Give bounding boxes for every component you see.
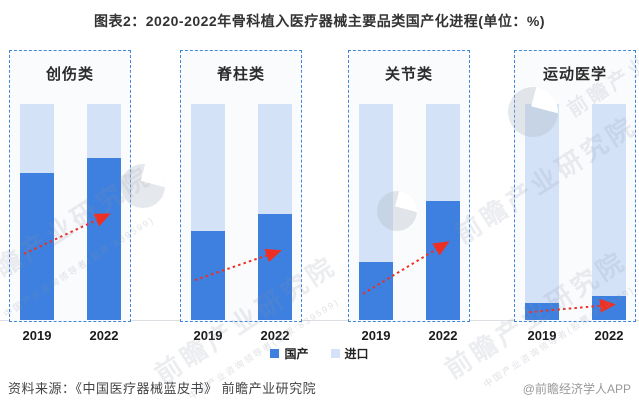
- panel-title: 创伤类: [45, 66, 94, 83]
- bar-2019-domestic: [20, 173, 54, 320]
- bar-2022-imported: [592, 104, 626, 320]
- legend-label: 进口: [344, 347, 369, 361]
- facet-panel-trauma: 创伤类 2019 2022: [9, 50, 131, 343]
- bar-2019-domestic: [359, 261, 393, 320]
- facet-panel-joint: 关节类 2019 2022: [348, 50, 470, 343]
- x-tick-2019: 2019: [22, 328, 52, 343]
- imported-swatch-icon: [330, 349, 340, 358]
- legend-item-domestic: 国产: [270, 345, 309, 362]
- bar-2022-domestic: [258, 214, 292, 320]
- footer: 资料来源：《中国医疗器械蓝皮书》 前瞻产业研究院 @前瞻经济学人APP: [8, 378, 631, 397]
- x-tick-2022: 2022: [594, 328, 624, 343]
- domestic-swatch-icon: [270, 349, 280, 358]
- chart-title: 图表2：2020-2022年骨科植入医疗器械主要品类国产化进程(单位：%): [93, 13, 545, 29]
- x-axis-baseline: [0, 320, 639, 321]
- legend-item-imported: 进口: [330, 345, 369, 362]
- legend: 国产 进口: [0, 345, 639, 362]
- x-tick-2022: 2022: [260, 328, 290, 343]
- panel-title: 脊柱类: [216, 66, 265, 83]
- legend-label: 国产: [284, 347, 309, 361]
- facet-panel-sports-medicine: 运动医学 2019 2022: [514, 50, 636, 343]
- trend-arrow: [23, 213, 111, 255]
- bar-2019-imported: [359, 104, 393, 320]
- bar-2022-imported: [87, 104, 121, 320]
- x-tick-2022: 2022: [89, 328, 119, 343]
- credit-note: @前瞻经济学人APP: [522, 382, 631, 396]
- trend-arrow: [362, 241, 450, 295]
- trend-arrow: [194, 248, 282, 282]
- panel-title: 运动医学: [542, 66, 607, 83]
- bar-2019-imported: [525, 104, 559, 320]
- bar-2022-domestic: [426, 201, 460, 320]
- facet-panel-spine: 脊柱类 2019 2022: [180, 50, 302, 343]
- panel-title: 关节类: [384, 66, 433, 83]
- bar-2022-imported: [426, 104, 460, 320]
- bar-2019-imported: [20, 104, 54, 320]
- x-tick-2019: 2019: [361, 328, 391, 343]
- chart-area: 创伤类 2019 2022 脊柱类 2019 2022 关节类: [0, 48, 639, 344]
- bar-2019-imported: [191, 104, 225, 320]
- x-tick-2019: 2019: [193, 328, 223, 343]
- bar-2022-domestic: [87, 158, 121, 320]
- bar-2022-imported: [258, 104, 292, 320]
- source-note: 资料来源：《中国医疗器械蓝皮书》 前瞻产业研究院: [8, 381, 317, 396]
- x-tick-2019: 2019: [527, 328, 557, 343]
- x-tick-2022: 2022: [428, 328, 458, 343]
- trend-arrow: [528, 298, 616, 314]
